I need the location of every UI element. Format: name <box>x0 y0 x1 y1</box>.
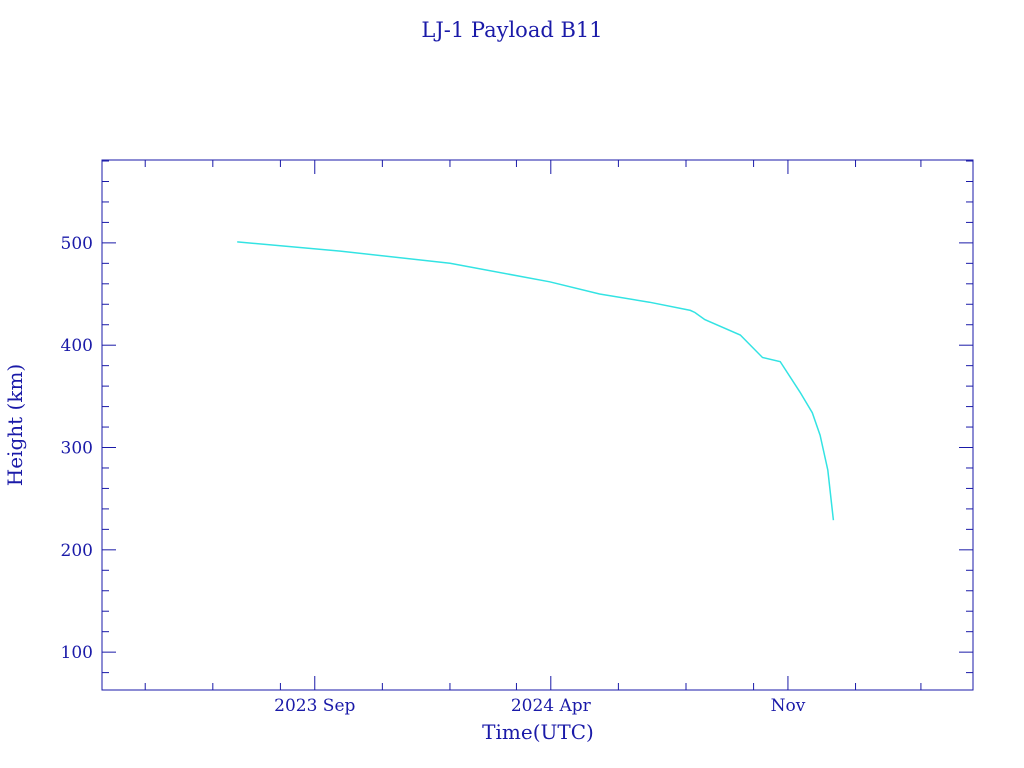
x-axis-label: Time(UTC) <box>482 720 594 744</box>
x-tick-label: 2023 Sep <box>274 696 355 716</box>
x-tick-label: Nov <box>771 696 806 716</box>
y-tick-label: 400 <box>61 336 93 356</box>
axis-ticks <box>102 160 973 690</box>
y-tick-label: 500 <box>61 234 93 254</box>
y-tick-label: 200 <box>61 541 93 561</box>
series-line <box>237 241 835 521</box>
x-tick-label: 2024 Apr <box>511 696 592 716</box>
plot-frame <box>101 159 974 691</box>
y-axis-label: Height (km) <box>3 364 27 486</box>
y-tick-label: 100 <box>61 643 93 663</box>
tick-labels: 2023 Sep 2024 Apr Nov 100 200 300 400 500 <box>61 234 806 716</box>
y-tick-label: 300 <box>61 439 93 459</box>
chart-title: LJ-1 Payload B11 <box>421 18 602 42</box>
